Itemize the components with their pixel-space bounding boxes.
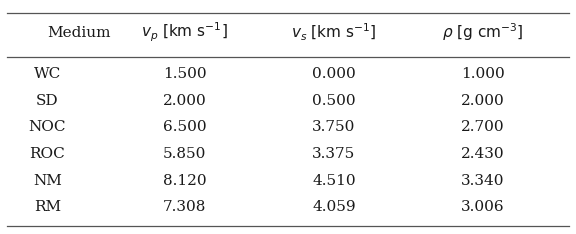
Text: 0.500: 0.500 — [312, 94, 355, 108]
Text: 5.850: 5.850 — [163, 147, 207, 161]
Text: Medium: Medium — [47, 26, 111, 40]
Text: 2.430: 2.430 — [461, 147, 505, 161]
Text: $v_s\ \mathrm{[km\ s^{-1}]}$: $v_s\ \mathrm{[km\ s^{-1}]}$ — [291, 22, 377, 43]
Text: RM: RM — [33, 200, 61, 214]
Text: NM: NM — [33, 174, 62, 188]
Text: WC: WC — [33, 67, 61, 81]
Text: 6.500: 6.500 — [163, 121, 207, 134]
Text: 0.000: 0.000 — [312, 67, 356, 81]
Text: 1.000: 1.000 — [461, 67, 505, 81]
Text: 2.700: 2.700 — [461, 121, 505, 134]
Text: NOC: NOC — [28, 121, 66, 134]
Text: $\rho\ \mathrm{[g\ cm^{-3}]}$: $\rho\ \mathrm{[g\ cm^{-3}]}$ — [442, 22, 524, 44]
Text: 3.006: 3.006 — [461, 200, 505, 214]
Text: 1.500: 1.500 — [163, 67, 207, 81]
Text: SD: SD — [36, 94, 59, 108]
Text: 4.510: 4.510 — [312, 174, 355, 188]
Text: ROC: ROC — [29, 147, 65, 161]
Text: 7.308: 7.308 — [163, 200, 207, 214]
Text: 3.340: 3.340 — [461, 174, 505, 188]
Text: 3.750: 3.750 — [312, 121, 355, 134]
Text: 2.000: 2.000 — [461, 94, 505, 108]
Text: 2.000: 2.000 — [163, 94, 207, 108]
Text: 4.059: 4.059 — [312, 200, 355, 214]
Text: $v_p\ \mathrm{[km\ s^{-1}]}$: $v_p\ \mathrm{[km\ s^{-1}]}$ — [142, 21, 228, 44]
Text: 8.120: 8.120 — [163, 174, 207, 188]
Text: 3.375: 3.375 — [312, 147, 355, 161]
